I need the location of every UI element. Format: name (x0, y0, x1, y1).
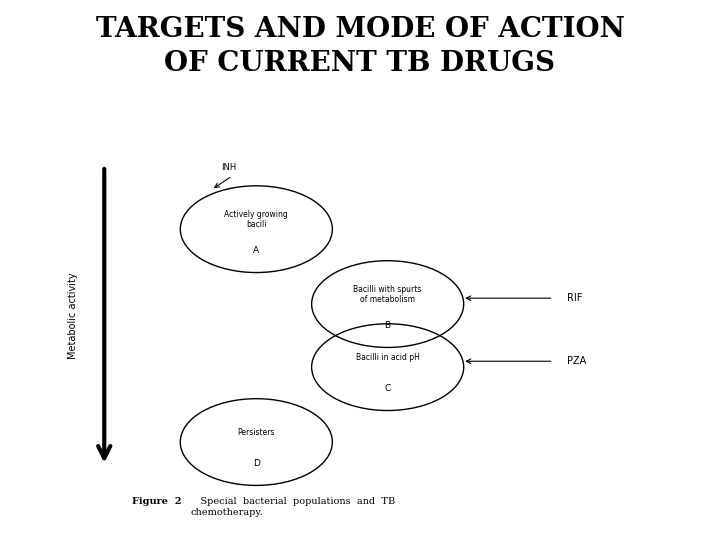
Text: Actively growing
bacili: Actively growing bacili (225, 210, 288, 229)
Text: C: C (384, 384, 391, 393)
Text: Bacilli in acid pH: Bacilli in acid pH (356, 353, 420, 362)
Text: RIF: RIF (567, 293, 582, 303)
Text: Special  bacterial  populations  and  TB
chemotherapy.: Special bacterial populations and TB che… (191, 497, 395, 517)
Text: TARGETS AND MODE OF ACTION
OF CURRENT TB DRUGS: TARGETS AND MODE OF ACTION OF CURRENT TB… (96, 16, 624, 77)
Text: B: B (384, 321, 391, 330)
Text: Bacilli with spurts
of metabolism: Bacilli with spurts of metabolism (354, 285, 422, 304)
Text: Persisters: Persisters (238, 428, 275, 437)
Text: Metabolic activity: Metabolic activity (68, 273, 78, 359)
Text: A: A (253, 246, 259, 255)
Text: PZA: PZA (567, 356, 587, 366)
Text: INH: INH (221, 163, 236, 172)
Text: Figure  2: Figure 2 (132, 497, 181, 506)
Text: D: D (253, 459, 260, 468)
